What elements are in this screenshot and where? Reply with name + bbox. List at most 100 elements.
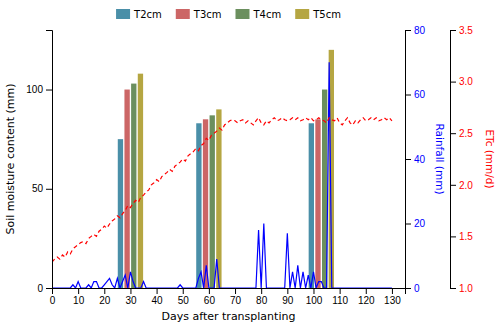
tick: 1.0 (450, 283, 473, 294)
line (52, 62, 392, 288)
plot: 0 10 20 30 40 50 60 70 80 90 100 110 120 130 0 50 100 0 20… (26, 25, 473, 306)
marks (52, 50, 392, 288)
tick-mark (450, 288, 456, 289)
tick: 20 (99, 288, 111, 306)
legend: T2cm T3cm T4cm T5cm (116, 9, 341, 20)
tick-mark (209, 288, 210, 294)
legend-label: T5cm (312, 9, 341, 20)
tick-label: 1.0 (459, 283, 473, 294)
tick-label: 70 (230, 295, 242, 306)
tick-label: 3.0 (459, 76, 473, 87)
x-axis: 0102030405060708090100110120130 (50, 288, 406, 306)
bar-series (138, 50, 334, 288)
tick-label: 10 (73, 295, 85, 306)
tick-label: 20 (414, 218, 426, 229)
tick: 50 (178, 288, 190, 306)
legend-item: T2cm (116, 9, 162, 20)
tick-mark (405, 288, 411, 289)
tick-label: 2.5 (459, 128, 473, 139)
tick-label: 0 (414, 283, 420, 294)
tick: 2.0 (450, 180, 473, 191)
legend-swatch (295, 9, 309, 19)
tick-mark (405, 159, 411, 160)
tick-label: 100 (306, 295, 323, 306)
bar (138, 74, 143, 288)
tick-label: 80 (414, 25, 426, 36)
chart: 0 10 20 30 40 50 60 70 80 90 100 110 120 130 0 50 100 0 20… (0, 0, 500, 326)
tick-label: 120 (358, 295, 375, 306)
tick: 70 (230, 288, 242, 306)
tick-mark (104, 288, 105, 294)
tick-label: 30 (125, 295, 137, 306)
tick: 40 (152, 288, 164, 306)
tick-mark (366, 288, 367, 294)
tick-mark (287, 288, 288, 294)
tick: 40 (405, 154, 426, 165)
tick-mark (340, 288, 341, 294)
tick-label: 20 (99, 295, 111, 306)
tick-mark (450, 30, 456, 31)
y2-axis-title: Rainfall (mm) (434, 123, 446, 194)
tick: 100 (306, 288, 323, 306)
legend-label: T2cm (133, 9, 162, 20)
y-axis: 0 50 100 (26, 31, 52, 294)
tick: 20 (405, 218, 426, 229)
tick: 10 (73, 288, 85, 306)
tick-label: 0 (37, 283, 43, 294)
tick: 130 (384, 288, 401, 306)
tick-label: 2.0 (459, 180, 473, 191)
tick-mark (157, 288, 158, 294)
tick-label: 100 (26, 84, 43, 95)
tick-label: 0 (50, 295, 56, 306)
tick-label: 110 (332, 295, 348, 306)
tick-mark (46, 288, 52, 289)
tick-mark (450, 133, 456, 134)
legend-item: T4cm (236, 9, 282, 20)
axis-domain (53, 289, 406, 295)
y3-axis: 1.0 1.5 2.0 2.5 3.0 3.5 (450, 25, 473, 294)
tick-label: 130 (384, 295, 401, 306)
tick: 30 (125, 288, 137, 306)
tick: 80 (405, 25, 426, 36)
tick-mark (450, 82, 456, 83)
bar (315, 119, 320, 288)
tick: 60 (405, 89, 426, 100)
tick-label: 50 (32, 183, 44, 194)
tick-mark (313, 288, 314, 294)
line (52, 118, 392, 262)
bar (203, 119, 208, 288)
y-axis-title: Soil moisture content (mm) (4, 83, 17, 234)
tick-label: 3.5 (459, 25, 473, 36)
tick-label: 40 (152, 295, 164, 306)
tick: 110 (332, 288, 348, 306)
axis-domain (451, 31, 457, 289)
tick-mark (261, 288, 262, 294)
tick-label: 80 (256, 295, 268, 306)
tick: 0 (37, 283, 52, 294)
tick-label: 60 (414, 89, 426, 100)
tick-mark (46, 189, 52, 190)
tick-mark (183, 288, 184, 294)
tick: 120 (358, 288, 375, 306)
tick-mark (392, 288, 393, 294)
bar (210, 115, 215, 288)
tick-mark (405, 30, 411, 31)
tick-mark (78, 288, 79, 294)
tick: 2.5 (450, 128, 473, 139)
tick: 90 (282, 288, 294, 306)
tick-label: 1.5 (459, 231, 473, 242)
legend-label: T3cm (193, 9, 222, 20)
y2-axis: 0 20 40 60 80 (405, 25, 426, 294)
tick: 80 (256, 288, 268, 306)
tick-mark (130, 288, 131, 294)
tick-mark (405, 95, 411, 96)
tick: 3.5 (450, 25, 473, 36)
axis-domain (406, 31, 412, 289)
tick-label: 90 (282, 295, 294, 306)
x-axis-title: Days after transplanting (162, 310, 296, 323)
tick-label: 40 (414, 154, 426, 165)
axis-domain (46, 31, 53, 289)
bar (131, 84, 136, 288)
tick: 100 (26, 84, 52, 95)
tick-mark (235, 288, 236, 294)
